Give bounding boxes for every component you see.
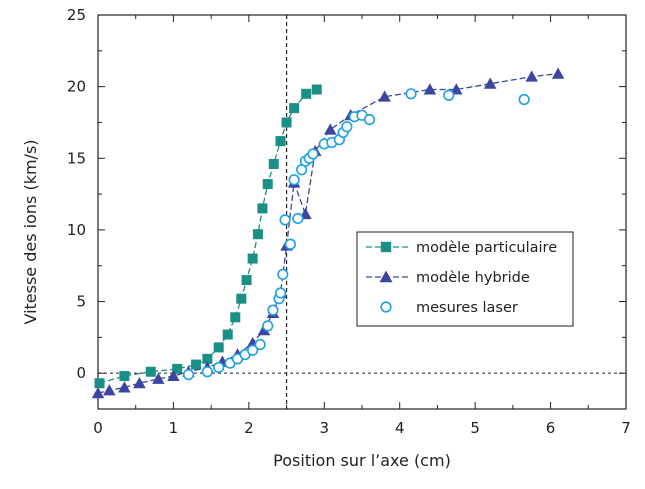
data-point	[202, 353, 213, 364]
x-tick-label: 7	[621, 419, 631, 437]
series-3	[182, 88, 530, 381]
reference-lines	[98, 15, 626, 409]
legend: modèle particulaire modèle hybride mesures…	[356, 231, 574, 327]
data-point	[167, 369, 180, 382]
data-point	[252, 229, 263, 240]
data-point	[262, 179, 273, 190]
data-point	[268, 159, 279, 170]
series-line	[99, 88, 317, 384]
data-point	[222, 329, 233, 340]
data-point	[213, 342, 224, 353]
legend-label: modèle particulaire	[416, 240, 557, 256]
data-point	[275, 136, 286, 147]
y-tick-label: 25	[67, 6, 86, 24]
data-point	[119, 371, 130, 382]
data-point	[94, 378, 105, 389]
legend-item: modèle particulaire	[366, 240, 557, 256]
x-tick-label: 6	[546, 419, 556, 437]
x-tick-label: 5	[470, 419, 480, 437]
x-tick-label: 1	[169, 419, 179, 437]
data-point	[247, 344, 259, 356]
data-point	[213, 361, 225, 374]
data-point	[247, 253, 258, 264]
data-point	[241, 275, 252, 286]
data-point	[262, 320, 274, 332]
y-tick-label: 10	[67, 221, 86, 239]
data-point	[172, 363, 183, 374]
data-point	[307, 148, 319, 160]
data-point	[292, 212, 304, 225]
data-point	[274, 287, 287, 299]
data-point	[267, 304, 279, 316]
data-point	[230, 312, 241, 323]
data-point	[236, 293, 247, 304]
data-point	[145, 366, 156, 377]
series-layer	[91, 67, 565, 399]
data-point	[281, 117, 292, 128]
y-tick-label: 15	[67, 149, 86, 167]
data-point	[254, 338, 266, 351]
legend-item: modèle hybride	[366, 270, 530, 286]
data-point	[324, 123, 337, 135]
data-point	[289, 103, 300, 114]
legend-swatch-marker	[379, 270, 393, 283]
legend-item: mesures laser	[380, 300, 518, 316]
y-axis-title: Vitesse des ions (km/s)	[21, 139, 40, 324]
data-point	[405, 88, 417, 100]
legend-swatch-marker	[380, 301, 392, 313]
x-axis-title: Position sur l’axe (cm)	[273, 451, 451, 470]
legend-label: modèle hybride	[416, 270, 530, 286]
data-point	[91, 386, 105, 399]
legend-box	[356, 231, 574, 327]
data-point	[284, 238, 296, 250]
data-point	[201, 366, 213, 378]
data-point	[103, 384, 116, 396]
series-1	[94, 84, 322, 389]
data-point	[450, 83, 463, 95]
data-point	[443, 89, 455, 101]
data-point	[518, 93, 530, 106]
data-point	[152, 372, 165, 384]
x-tick-label: 2	[244, 419, 254, 437]
data-point	[341, 121, 353, 133]
legend-label: mesures laser	[416, 300, 518, 316]
data-point	[257, 203, 268, 214]
data-point	[301, 88, 312, 99]
data-point	[133, 376, 146, 389]
data-point	[288, 174, 300, 186]
data-point	[182, 369, 195, 381]
data-point	[551, 67, 565, 79]
legend-swatch-marker	[380, 241, 392, 253]
data-point	[525, 70, 538, 82]
data-point	[277, 268, 289, 280]
y-tick-label: 5	[76, 293, 86, 311]
x-tick-label: 4	[395, 419, 405, 437]
x-axis-ticks: 0 1 2 3 4 5 6 7	[93, 15, 631, 437]
data-point	[378, 90, 391, 102]
y-axis-ticks: 0 5 10 15 20 25	[67, 6, 626, 382]
y-tick-label: 20	[67, 78, 86, 96]
data-point	[191, 359, 202, 370]
data-point	[423, 83, 437, 95]
y-tick-label: 0	[76, 364, 86, 382]
x-tick-label: 0	[93, 419, 103, 437]
data-point	[118, 381, 131, 393]
data-point	[279, 214, 291, 226]
plot-border	[97, 14, 627, 410]
data-point	[311, 84, 322, 95]
data-point	[483, 77, 497, 89]
data-point	[363, 113, 376, 126]
plot-area	[97, 14, 627, 410]
x-tick-label: 3	[320, 419, 330, 437]
